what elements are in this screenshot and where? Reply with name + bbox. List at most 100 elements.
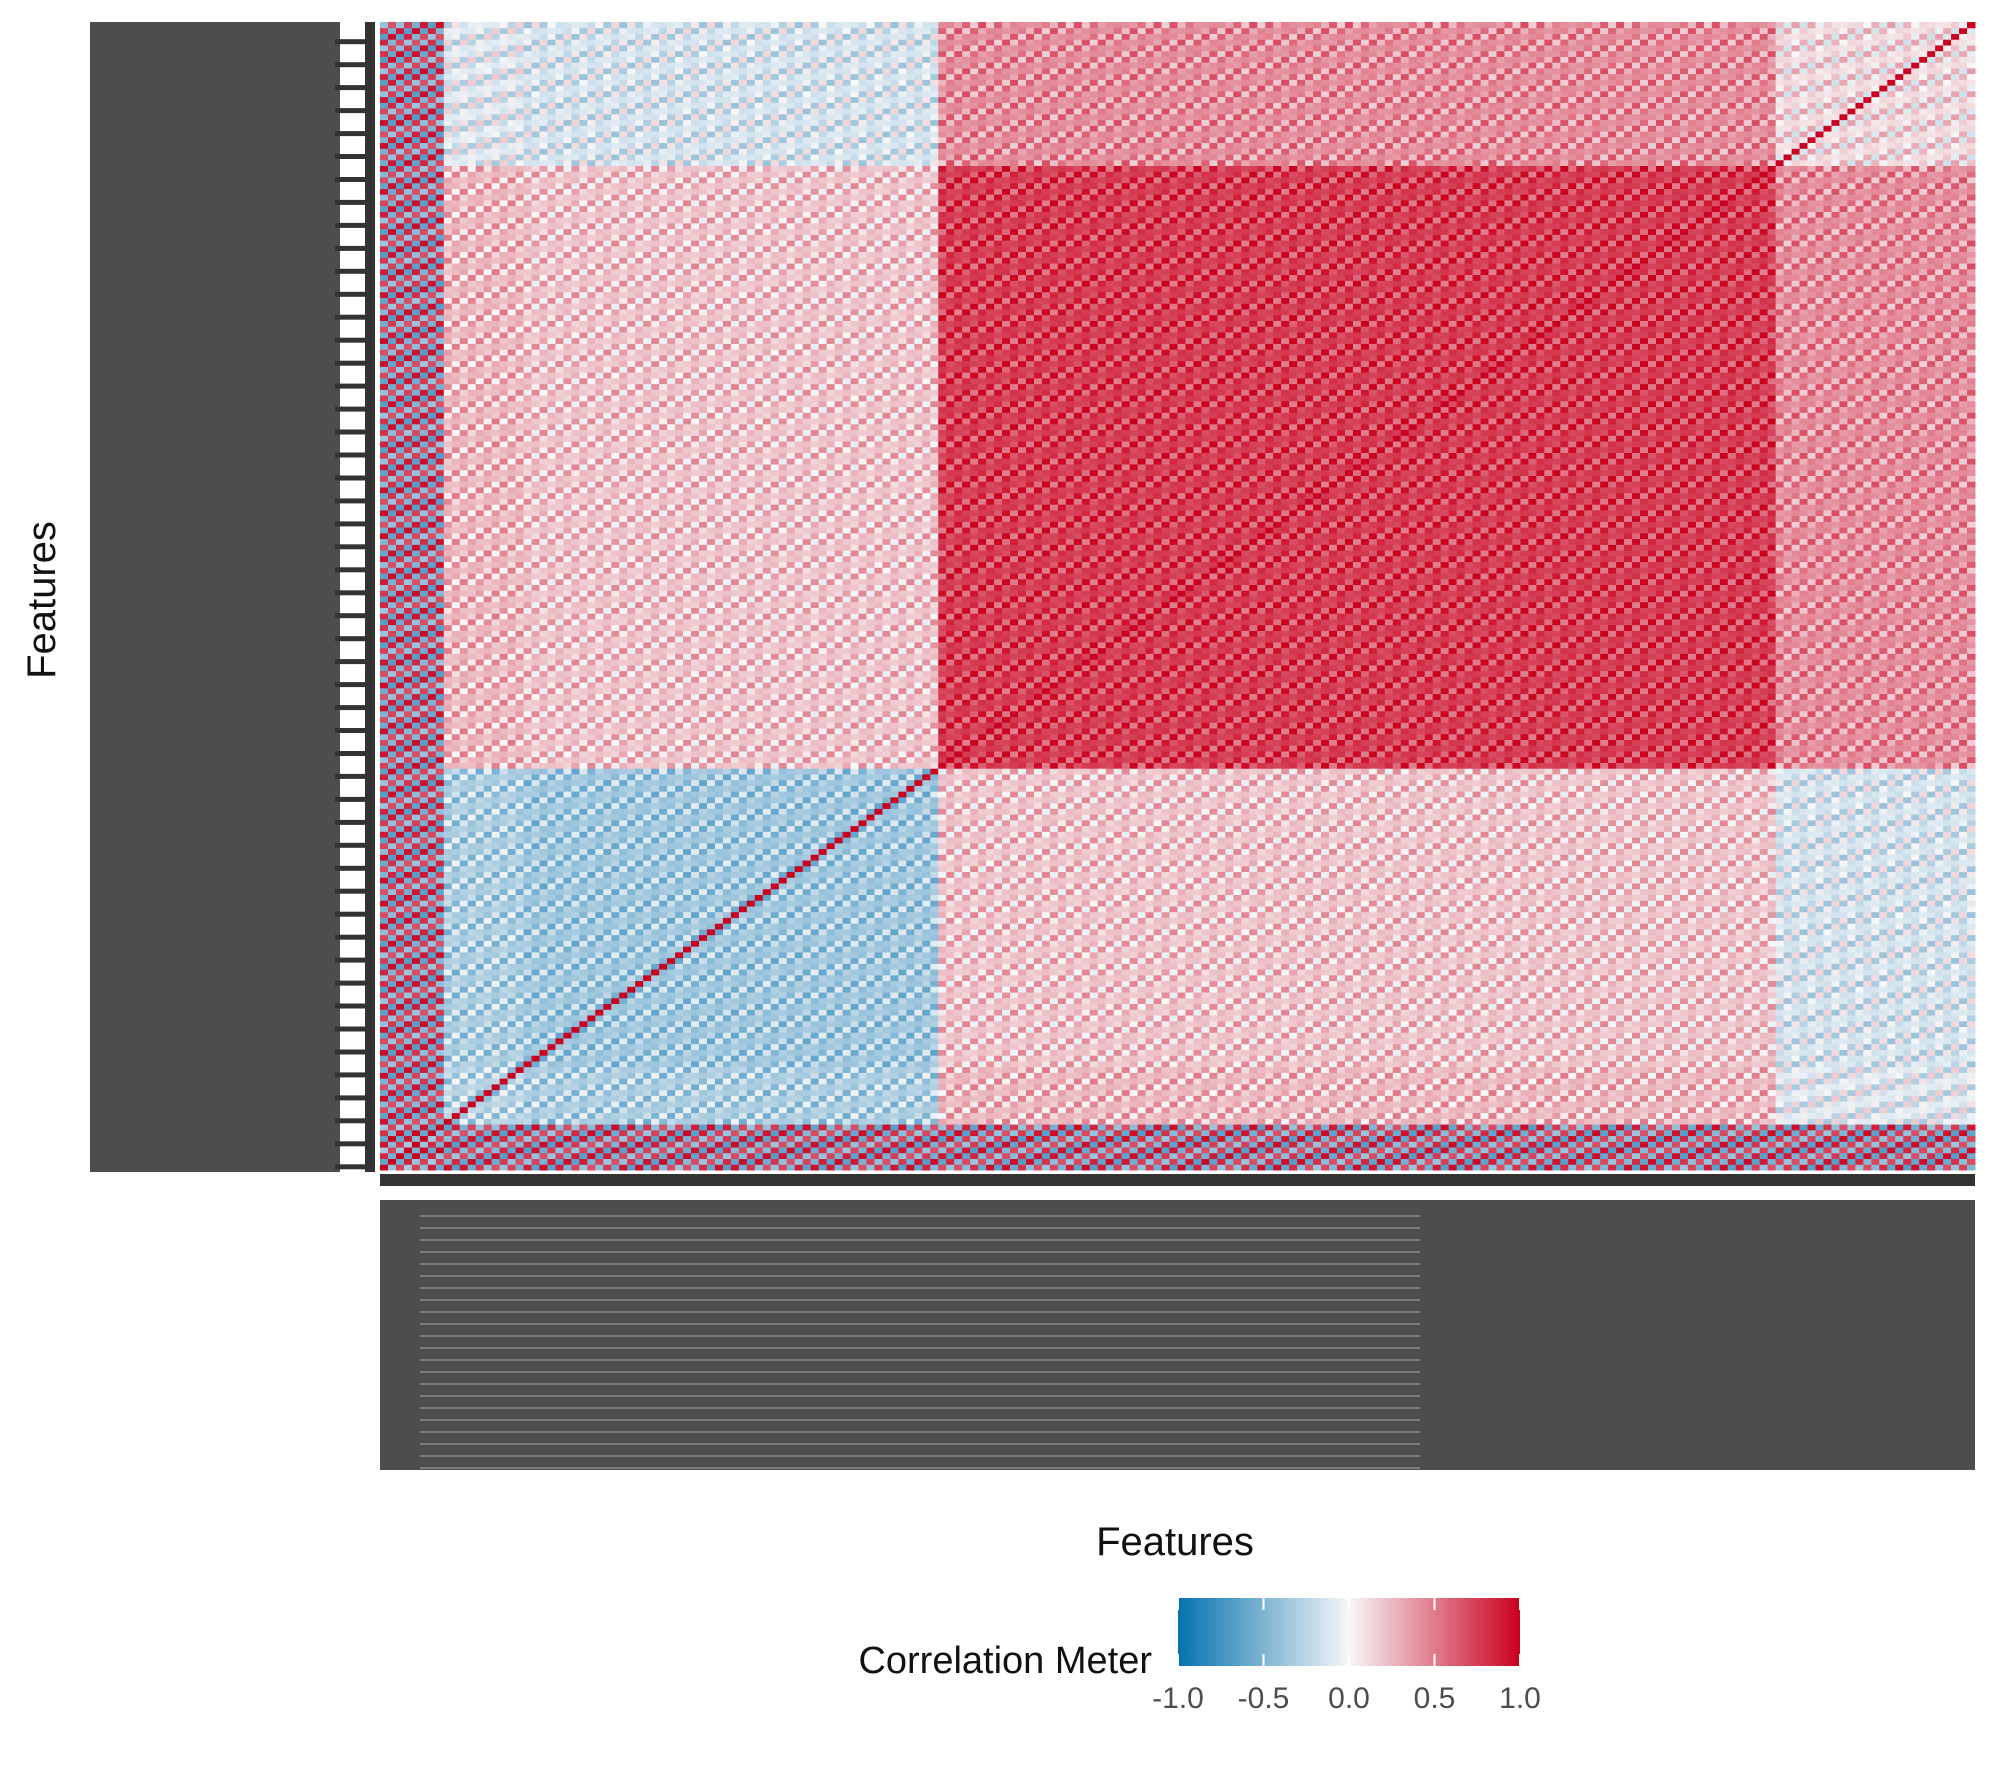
heatmap-cell	[436, 1124, 444, 1130]
heatmap-cell	[1178, 1130, 1186, 1136]
heatmap-cell	[436, 1153, 444, 1159]
heatmap-cell	[1185, 1164, 1193, 1170]
heatmap-cell	[1345, 1141, 1353, 1147]
heatmap-cell	[484, 1101, 492, 1107]
heatmap-cell	[1672, 1136, 1680, 1142]
heatmap-cell	[396, 1159, 404, 1165]
heatmap-cell	[1217, 1141, 1225, 1147]
heatmap-cell	[1919, 1090, 1927, 1096]
heatmap-cell	[1337, 1130, 1345, 1136]
heatmap-cell	[1927, 1130, 1935, 1136]
heatmap-cell	[595, 1107, 603, 1113]
heatmap-cell	[476, 1153, 484, 1159]
heatmap-cell	[1297, 1159, 1305, 1165]
heatmap-cell	[691, 1107, 699, 1113]
heatmap-cell	[843, 1164, 851, 1170]
heatmap-cell	[1568, 1090, 1576, 1096]
heatmap-cell	[827, 1113, 835, 1119]
heatmap-cell	[1512, 1107, 1520, 1113]
heatmap-cell	[1688, 1107, 1696, 1113]
heatmap-cell	[946, 1153, 954, 1159]
heatmap-cell	[1417, 1159, 1425, 1165]
heatmap-cell	[1808, 1107, 1816, 1113]
heatmap-cell	[1074, 1113, 1082, 1119]
heatmap-cell	[930, 1118, 938, 1124]
heatmap-cell	[1935, 1136, 1943, 1142]
heatmap-cell	[1592, 1164, 1600, 1170]
heatmap-cell	[755, 1118, 763, 1124]
heatmap-cell	[1018, 1124, 1026, 1130]
heatmap-cell	[978, 1159, 986, 1165]
heatmap-cell	[986, 1159, 994, 1165]
heatmap-cell	[460, 1124, 468, 1130]
heatmap-cell	[1489, 1136, 1497, 1142]
heatmap-cell	[1481, 1141, 1489, 1147]
heatmap-cell	[1855, 1090, 1863, 1096]
heatmap-cell	[555, 1095, 563, 1101]
heatmap-cell	[500, 1124, 508, 1130]
heatmap-cell	[436, 1084, 444, 1090]
heatmap-cell	[1377, 1136, 1385, 1142]
heatmap-cell	[1752, 1095, 1760, 1101]
heatmap-cell	[1178, 1101, 1186, 1107]
heatmap-cell	[619, 1113, 627, 1119]
heatmap-cell	[1847, 1113, 1855, 1119]
heatmap-cell	[1178, 1113, 1186, 1119]
heatmap-cell	[1122, 1136, 1130, 1142]
heatmap-cell	[1831, 1141, 1839, 1147]
heatmap-cell	[691, 1124, 699, 1130]
heatmap-cell	[1050, 1159, 1058, 1165]
heatmap-cell	[970, 1101, 978, 1107]
heatmap-cell	[444, 1107, 452, 1113]
heatmap-cell	[1313, 1101, 1321, 1107]
heatmap-cell	[1967, 1141, 1975, 1147]
heatmap-cell	[619, 1095, 627, 1101]
heatmap-cell	[843, 1095, 851, 1101]
heatmap-cell	[1433, 1107, 1441, 1113]
heatmap-cell	[1058, 1153, 1066, 1159]
heatmap-cell	[436, 1107, 444, 1113]
heatmap-cell	[811, 1159, 819, 1165]
heatmap-cell	[1449, 1113, 1457, 1119]
heatmap-cell	[1441, 1118, 1449, 1124]
heatmap-cell	[715, 1090, 723, 1096]
heatmap-cell	[1233, 1159, 1241, 1165]
heatmap-cell	[1839, 1141, 1847, 1147]
heatmap-cell	[436, 1113, 444, 1119]
heatmap-cell	[1257, 1159, 1265, 1165]
heatmap-cell	[898, 1141, 906, 1147]
heatmap-cell	[1002, 1153, 1010, 1159]
heatmap-cell	[1114, 1101, 1122, 1107]
heatmap-cell	[779, 1153, 787, 1159]
heatmap-cell	[731, 1141, 739, 1147]
heatmap-cell	[803, 1136, 811, 1142]
heatmap-cell	[404, 1141, 412, 1147]
heatmap-cell	[1800, 1153, 1808, 1159]
heatmap-cell	[1520, 1124, 1528, 1130]
heatmap-cell	[866, 1164, 874, 1170]
heatmap-cell	[1138, 1107, 1146, 1113]
heatmap-cell	[1146, 1113, 1154, 1119]
heatmap-cell	[1656, 1130, 1664, 1136]
heatmap-cell	[890, 1159, 898, 1165]
heatmap-cell	[1289, 1147, 1297, 1153]
heatmap-cell	[1704, 1153, 1712, 1159]
heatmap-cell	[388, 1124, 396, 1130]
heatmap-cell	[1512, 1130, 1520, 1136]
heatmap-cell	[851, 1118, 859, 1124]
heatmap-cell	[827, 1136, 835, 1142]
heatmap-cell	[579, 1090, 587, 1096]
heatmap-cell	[819, 1101, 827, 1107]
heatmap-cell	[1417, 1107, 1425, 1113]
heatmap-cell	[1465, 1095, 1473, 1101]
heatmap-cell	[1919, 1147, 1927, 1153]
heatmap-cell	[795, 1164, 803, 1170]
heatmap-cell	[811, 1118, 819, 1124]
heatmap-cell	[1201, 1090, 1209, 1096]
heatmap-cell	[715, 1124, 723, 1130]
heatmap-cell	[1481, 1124, 1489, 1130]
heatmap-cell	[906, 1153, 914, 1159]
heatmap-cell	[1497, 1153, 1505, 1159]
heatmap-cell	[1680, 1141, 1688, 1147]
heatmap-cell	[396, 1141, 404, 1147]
